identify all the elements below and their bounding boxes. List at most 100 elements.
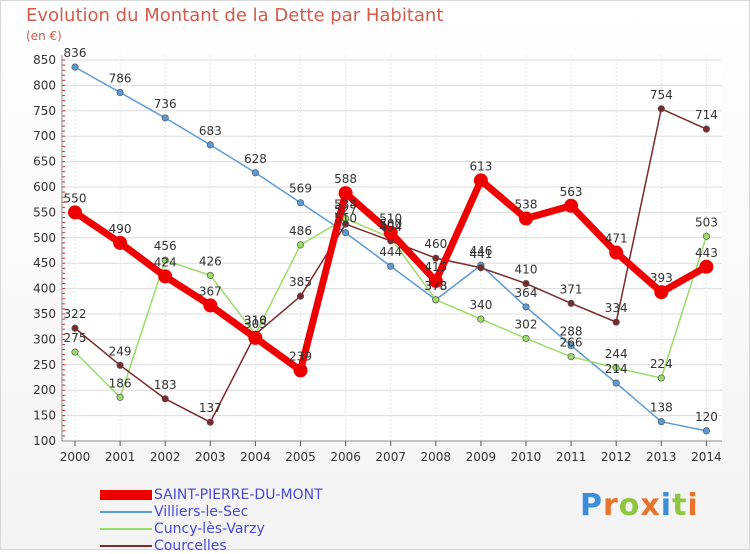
data-point [702,427,710,435]
y-tick-label: 500 [33,231,56,245]
data-label: 550 [64,191,87,205]
chart-title: Evolution du Montant de la Dette par Hab… [26,5,444,26]
data-label: 424 [154,255,177,269]
data-point [657,374,665,382]
brand-letter: i [687,488,699,523]
data-label: 364 [515,286,538,300]
data-point [522,279,530,288]
x-tick-label: 2003 [195,450,226,464]
data-point [612,379,620,387]
data-point [251,169,259,177]
data-label: 446 [469,244,492,258]
data-point [428,273,443,288]
x-tick-label: 2001 [105,450,136,464]
data-point [116,393,124,401]
brand-letter: r [603,488,619,523]
data-label: 385 [289,275,312,289]
data-label: 239 [289,349,312,363]
data-label: 138 [650,401,673,415]
data-label: 310 [244,313,267,327]
data-label: 378 [424,279,447,293]
data-label: 486 [289,224,312,238]
data-point [161,395,169,403]
data-label: 510 [379,212,402,226]
x-tick-label: 2012 [601,450,632,464]
data-label: 378 [424,279,447,293]
data-point [296,292,305,300]
data-label: 500 [379,217,402,231]
data-label: 120 [695,410,718,424]
data-point [609,245,624,260]
data-label: 494 [379,220,402,234]
data-label: 527 [334,203,357,217]
data-point [432,254,440,262]
data-label: 303 [244,317,267,331]
data-label: 510 [334,212,357,226]
data-point [71,63,79,71]
data-label: 214 [605,362,628,376]
brand-letter: x [640,488,661,523]
y-tick-label: 350 [33,307,56,321]
data-point [206,418,214,426]
data-label: 588 [334,172,357,186]
data-label: 186 [109,376,132,390]
data-point [477,315,485,323]
data-label: 503 [695,215,718,229]
x-tick-label: 2005 [285,450,316,464]
legend-label: SAINT-PIERRE-DU-MONT [154,486,323,503]
x-tick-label: 2013 [646,450,677,464]
data-point [116,361,124,369]
data-point [564,198,579,213]
legend-swatch [100,528,152,530]
data-label: 569 [289,182,312,196]
data-label: 786 [109,72,132,86]
data-label: 456 [154,239,177,253]
data-point [113,235,128,250]
data-label: 340 [469,298,492,312]
data-point [567,299,575,307]
data-point [654,285,669,300]
data-point [657,418,665,426]
data-label: 410 [515,263,538,277]
y-tick-label: 700 [33,129,56,143]
y-tick-label: 300 [33,332,56,346]
data-point [477,264,485,272]
chart-unit-label: (en €) [26,29,62,43]
x-tick-label: 2004 [240,450,271,464]
x-tick-label: 2000 [60,450,91,464]
data-label: 415 [424,260,447,274]
data-point [161,256,169,264]
y-tick-label: 750 [33,104,56,118]
data-label: 471 [605,232,628,246]
y-tick-label: 400 [33,282,56,296]
data-label: 426 [199,254,222,268]
data-point [657,105,665,113]
data-label: 310 [244,313,267,327]
data-point [612,318,620,326]
data-point [71,348,79,356]
data-label: 736 [154,97,177,111]
data-label: 441 [469,247,492,261]
data-point [248,330,263,345]
data-label: 244 [605,347,628,361]
brand-letter: P [580,488,603,523]
data-point [383,225,398,240]
brand-letter: i [660,488,673,523]
legend-item: Cuncy-lès-Varzy [100,520,323,537]
data-label: 563 [560,185,583,199]
data-label: 266 [560,336,583,350]
data-point [342,229,350,237]
x-tick-label: 2010 [511,450,542,464]
data-label: 334 [605,301,628,315]
y-tick-label: 100 [33,434,56,448]
legend-item: Courcelles [100,537,323,554]
x-tick-label: 2006 [330,450,361,464]
y-tick-label: 550 [33,205,56,219]
data-label: 613 [469,159,492,173]
data-label: 443 [695,246,718,260]
data-label: 137 [199,401,222,415]
data-label: 393 [650,271,673,285]
data-point [612,364,620,372]
data-label: 288 [560,324,583,338]
